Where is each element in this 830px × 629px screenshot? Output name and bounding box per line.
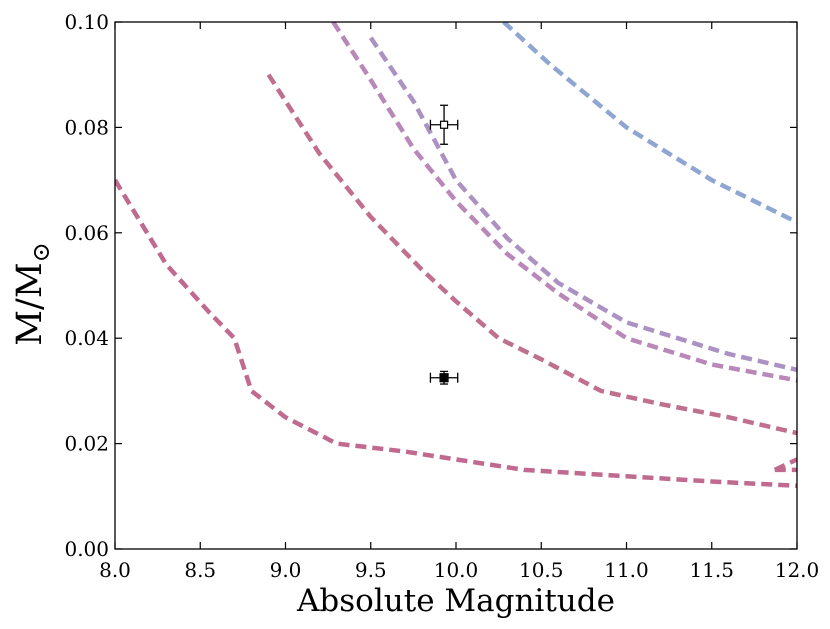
x-tick-label: 10.0 [434, 558, 479, 582]
x-tick-label: 8.0 [99, 558, 131, 582]
y-tick-label: 0.10 [64, 10, 109, 34]
markers-layer [429, 104, 459, 385]
y-axis-label-main: M/M [10, 262, 50, 345]
svg-text:M/M⊙: M/M⊙ [10, 242, 55, 346]
x-tick-labels: 8.0 8.5 9.0 9.5 10.0 10.5 11.0 11.5 12.0 [99, 558, 819, 582]
open-square-point [429, 104, 459, 145]
y-tick-label: 0.04 [64, 326, 109, 350]
filled-square-point [429, 370, 459, 385]
series-line-track-2 [266, 73, 797, 436]
square-marker [439, 373, 449, 383]
x-tick-label: 11.0 [604, 558, 649, 582]
plot-frame [114, 21, 798, 550]
y-axis-label: M/M⊙ [10, 242, 55, 346]
y-tick-labels: 0.00 0.02 0.04 0.06 0.08 0.10 [64, 10, 109, 561]
x-tick-label: 10.5 [519, 558, 564, 582]
tracks-layer [115, 22, 797, 489]
series-line-track-4 [368, 36, 797, 372]
x-tick-label: 12.0 [775, 558, 820, 582]
x-tick-label: 8.5 [184, 558, 216, 582]
y-tick-label: 0.02 [64, 432, 109, 456]
series-line-track-5 [502, 22, 797, 225]
y-tick-label: 0.08 [64, 115, 109, 139]
x-axis-label: Absolute Magnitude [296, 583, 615, 619]
y-tick-label: 0.06 [64, 221, 109, 245]
y-axis-label-sun-symbol: ⊙ [27, 242, 55, 262]
x-tick-label: 11.5 [689, 558, 734, 582]
x-tick-label: 9.5 [355, 558, 387, 582]
series-line-track-1 [115, 178, 797, 489]
series-line-track-3 [331, 22, 797, 383]
x-tick-label: 9.0 [270, 558, 302, 582]
square-marker [439, 120, 449, 129]
y-tick-label: 0.00 [64, 537, 109, 561]
